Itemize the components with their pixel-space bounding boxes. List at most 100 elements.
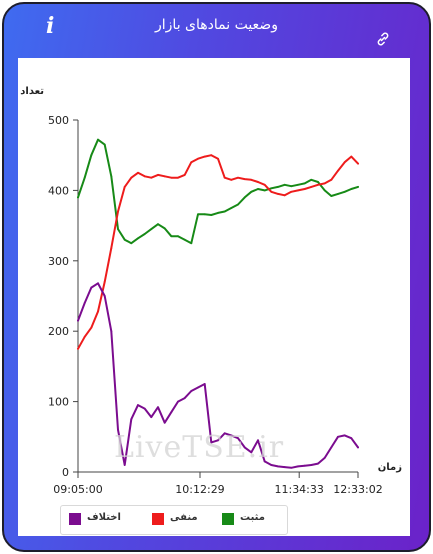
data-point <box>337 193 339 195</box>
data-point <box>190 242 193 245</box>
data-point <box>303 188 306 190</box>
data-point <box>203 383 206 385</box>
data-point <box>230 207 233 209</box>
data-point <box>217 157 219 160</box>
data-point <box>317 462 319 465</box>
data-point <box>83 302 86 304</box>
data-point <box>230 178 233 181</box>
data-point <box>143 407 146 410</box>
data-point <box>343 434 346 437</box>
data-point <box>283 466 286 468</box>
data-point <box>123 464 126 466</box>
data-point <box>323 189 326 192</box>
data-point <box>163 175 166 178</box>
line-chart: 0 100 200 300 400 500 09:05:00 10:12:29 11:34:33… <box>18 86 402 496</box>
data-point <box>223 176 226 179</box>
data-point <box>150 228 153 231</box>
data-point <box>343 161 346 164</box>
x-tick-label: 12:33:02 <box>333 483 382 496</box>
data-point <box>157 223 159 226</box>
data-point <box>197 157 199 160</box>
data-point <box>243 446 246 449</box>
y-tick-label: 200 <box>48 325 69 338</box>
data-point <box>103 143 106 146</box>
data-point <box>250 178 253 181</box>
data-point <box>283 194 286 197</box>
data-point <box>277 193 279 195</box>
data-point <box>210 441 213 444</box>
data-point <box>210 154 213 157</box>
link-icon[interactable] <box>374 30 392 48</box>
data-point <box>357 446 359 449</box>
data-point <box>197 213 199 216</box>
data-point <box>297 465 299 468</box>
data-point <box>217 439 219 442</box>
watermark: LiveTSE.ir <box>114 430 285 465</box>
data-point <box>103 281 106 283</box>
data-point <box>110 175 113 178</box>
chart-axes <box>73 119 359 478</box>
y-tick-label: 500 <box>48 114 69 127</box>
data-point <box>77 347 79 350</box>
data-point <box>97 282 99 285</box>
data-point <box>130 418 133 421</box>
data-point <box>237 437 239 440</box>
data-point <box>90 286 93 289</box>
data-point <box>90 326 93 329</box>
data-point <box>330 178 333 181</box>
data-point <box>177 235 179 238</box>
chart-card: 0 100 200 300 400 500 09:05:00 10:12:29 11:34:33… <box>18 58 410 536</box>
data-point <box>257 181 259 183</box>
data-point <box>183 397 186 399</box>
data-point <box>117 428 119 431</box>
data-point <box>77 319 79 322</box>
data-point <box>123 238 126 241</box>
data-point <box>310 178 313 181</box>
legend-swatch-positive <box>222 513 234 525</box>
x-axis-title: زمان <box>378 462 402 473</box>
data-point <box>243 178 246 181</box>
data-point <box>337 169 339 172</box>
data-point <box>210 214 213 216</box>
y-axis-title: تعداد نماد <box>18 86 44 97</box>
data-point <box>137 404 139 407</box>
data-point <box>170 235 173 238</box>
legend-swatch-difference <box>69 513 81 525</box>
data-point <box>77 196 79 199</box>
data-point <box>137 237 139 240</box>
data-point <box>257 188 259 190</box>
data-point <box>263 183 266 186</box>
data-point <box>270 187 273 190</box>
data-point <box>203 155 206 158</box>
data-point <box>83 176 86 179</box>
data-point <box>123 185 126 188</box>
data-point <box>150 176 153 179</box>
x-tick-label: 10:12:29 <box>175 483 224 496</box>
data-point <box>117 210 119 213</box>
data-point <box>337 435 339 438</box>
data-point <box>183 238 186 241</box>
data-point <box>283 183 286 186</box>
y-tick-label: 300 <box>48 255 69 268</box>
legend-label-negative: منفی <box>170 512 198 523</box>
data-point <box>350 188 353 190</box>
data-point <box>130 242 133 245</box>
data-point <box>317 181 319 183</box>
data-point <box>357 162 359 165</box>
data-point <box>277 465 279 468</box>
data-point <box>310 464 313 466</box>
card-title: وضعیت نمادهای بازار <box>155 17 278 33</box>
data-point <box>350 437 353 440</box>
data-point <box>243 196 246 199</box>
series-line-1 <box>77 154 359 350</box>
data-point <box>190 390 193 392</box>
data-point <box>297 189 299 192</box>
data-point <box>177 176 179 179</box>
data-point <box>303 182 306 185</box>
data-point <box>350 155 353 158</box>
data-point <box>163 227 166 230</box>
legend-label-difference: اختلاف <box>87 512 121 523</box>
data-point <box>263 189 266 192</box>
data-point <box>343 190 346 193</box>
info-icon[interactable]: i <box>46 13 55 39</box>
